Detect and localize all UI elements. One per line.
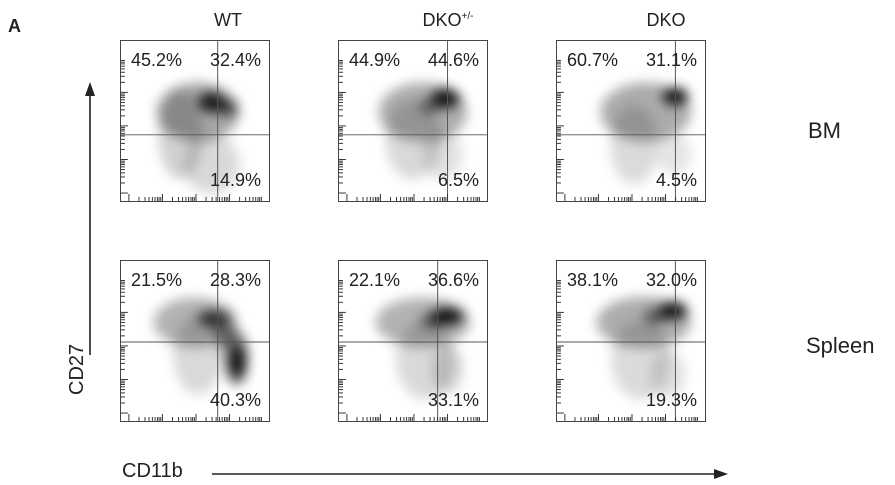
quadrant-upper-right-percent: 28.3% bbox=[209, 270, 261, 290]
column-header-wt: WT bbox=[153, 10, 303, 31]
flow-plot-bm-wt: 45.2% 32.4% 14.9% bbox=[120, 40, 270, 202]
flow-density-plot bbox=[557, 261, 705, 421]
quadrant-upper-left-percent: 44.9% bbox=[349, 50, 401, 70]
density-blob bbox=[649, 350, 686, 399]
density-blob bbox=[217, 100, 238, 117]
flow-plot-bm-dko-het: 44.9% 44.6% 6.5% bbox=[338, 40, 488, 202]
density-blob bbox=[610, 105, 658, 185]
x-axis-label: CD11b bbox=[122, 460, 183, 482]
density-blob bbox=[655, 134, 692, 175]
flow-density-plot bbox=[121, 261, 269, 421]
quadrant-upper-right-percent: 31.1% bbox=[645, 50, 697, 70]
column-header-dko-het: DKO+/- bbox=[373, 10, 523, 31]
flow-plot-spleen-dko-het: 22.1% 36.6% 33.1% bbox=[338, 260, 488, 422]
density-blob bbox=[229, 345, 246, 378]
quadrant-upper-right-percent: 44.6% bbox=[427, 50, 479, 70]
flow-density-plot bbox=[557, 41, 705, 201]
density-cloud bbox=[596, 296, 692, 400]
flow-density-plot bbox=[121, 41, 269, 201]
row-label-bm: BM bbox=[808, 118, 841, 143]
density-blob bbox=[419, 98, 440, 115]
density-blob bbox=[420, 312, 445, 329]
quadrant-lower-right-percent: 14.9% bbox=[209, 170, 261, 190]
quadrant-lower-right-percent: 4.5% bbox=[655, 170, 697, 190]
column-header-sup: +/- bbox=[461, 11, 474, 22]
quadrant-upper-right-percent: 32.4% bbox=[209, 50, 261, 70]
density-cloud bbox=[378, 82, 468, 180]
quadrant-upper-left-percent: 45.2% bbox=[131, 50, 183, 70]
row-label-spleen: Spleen bbox=[806, 333, 875, 358]
y-axis-arrow bbox=[85, 82, 95, 355]
column-header-label: WT bbox=[214, 10, 242, 30]
x-axis-arrow bbox=[212, 469, 728, 479]
column-header-label: DKO bbox=[646, 10, 686, 30]
flow-plot-bm-dko: 60.7% 31.1% 4.5% bbox=[556, 40, 706, 202]
column-header-label: DKO bbox=[422, 10, 462, 30]
quadrant-upper-left-percent: 38.1% bbox=[567, 270, 619, 290]
density-blob bbox=[643, 308, 668, 325]
density-blob bbox=[431, 345, 464, 394]
flow-plot-spleen-dko: 38.1% 32.0% 19.3% bbox=[556, 260, 706, 422]
density-blob bbox=[422, 129, 463, 180]
density-blob bbox=[184, 134, 240, 195]
density-cloud bbox=[156, 82, 240, 195]
quadrant-upper-left-percent: 22.1% bbox=[349, 270, 401, 290]
quadrant-upper-right-percent: 36.6% bbox=[427, 270, 479, 290]
quadrant-upper-left-percent: 60.7% bbox=[567, 50, 619, 70]
density-cloud bbox=[600, 82, 692, 185]
column-header-dko: DKO bbox=[591, 10, 741, 31]
panel-letter: A bbox=[8, 16, 21, 36]
density-blob bbox=[173, 315, 223, 395]
density-cloud bbox=[375, 297, 471, 400]
quadrant-lower-right-percent: 19.3% bbox=[645, 390, 697, 410]
flow-density-plot bbox=[339, 41, 487, 201]
y-axis-label: CD27 bbox=[66, 343, 88, 395]
flow-density-plot bbox=[339, 261, 487, 421]
quadrant-lower-right-percent: 40.3% bbox=[209, 390, 261, 410]
quadrant-lower-right-percent: 6.5% bbox=[437, 170, 479, 190]
density-cloud bbox=[153, 297, 249, 395]
quadrant-lower-right-percent: 33.1% bbox=[427, 390, 479, 410]
quadrant-upper-left-percent: 21.5% bbox=[131, 270, 183, 290]
flow-plot-spleen-wt: 21.5% 28.3% 40.3% bbox=[120, 260, 270, 422]
density-blob bbox=[214, 310, 235, 350]
quadrant-upper-right-percent: 32.0% bbox=[645, 270, 697, 290]
